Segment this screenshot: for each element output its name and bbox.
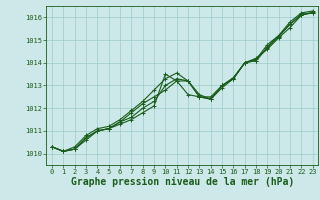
X-axis label: Graphe pression niveau de la mer (hPa): Graphe pression niveau de la mer (hPa) (71, 177, 294, 187)
